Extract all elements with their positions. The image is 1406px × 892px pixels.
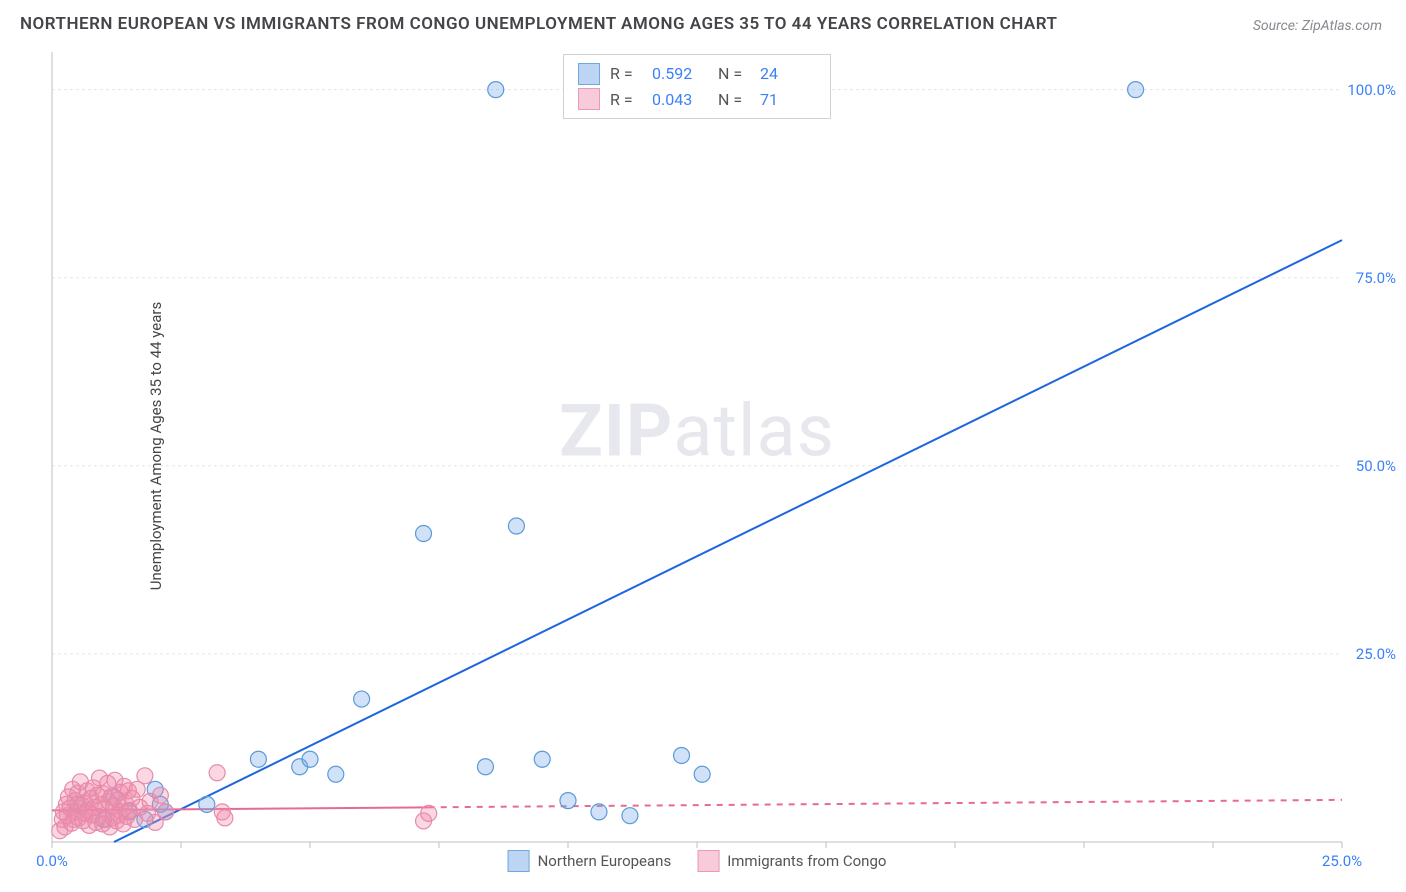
x-tick-label: 0.0% xyxy=(36,852,68,870)
legend-stat-row: R = 0.592 N = 24 xyxy=(578,61,816,87)
legend-swatch xyxy=(697,850,719,872)
n-value: 71 xyxy=(760,87,816,113)
n-label: N = xyxy=(718,87,750,113)
series-legend: Northern Europeans Immigrants from Congo xyxy=(508,850,887,872)
r-label: R = xyxy=(610,87,642,113)
chart-title: NORTHERN EUROPEAN VS IMMIGRANTS FROM CON… xyxy=(20,14,1057,34)
r-label: R = xyxy=(610,61,642,87)
y-tick-label: 50.0% xyxy=(1356,457,1396,475)
chart-plot-area: ZIPatlas R =0.592N =24R =0.043N =71 25.0… xyxy=(52,52,1342,842)
legend-item: Immigrants from Congo xyxy=(697,850,886,872)
y-tick-label: 25.0% xyxy=(1356,645,1396,663)
chart-svg xyxy=(52,52,1342,842)
legend-swatch xyxy=(578,88,600,110)
correlation-legend: R = 0.592 N = 24 R = 0.043 N = 71 xyxy=(563,54,831,119)
x-tick-label: 25.0% xyxy=(1322,852,1362,870)
r-value: 0.592 xyxy=(652,61,708,87)
source-label: Source: ZipAtlas.com xyxy=(1253,18,1382,34)
y-tick-label: 100.0% xyxy=(1347,81,1396,99)
legend-label: Northern Europeans xyxy=(538,852,672,870)
legend-label: Immigrants from Congo xyxy=(727,852,886,870)
n-label: N = xyxy=(718,61,750,87)
n-value: 24 xyxy=(760,61,816,87)
legend-stat-row: R = 0.043 N = 71 xyxy=(578,87,816,113)
y-tick-label: 75.0% xyxy=(1356,269,1396,287)
r-value: 0.043 xyxy=(652,87,708,113)
legend-swatch xyxy=(578,63,600,85)
legend-item: Northern Europeans xyxy=(508,850,672,872)
legend-swatch xyxy=(508,850,530,872)
